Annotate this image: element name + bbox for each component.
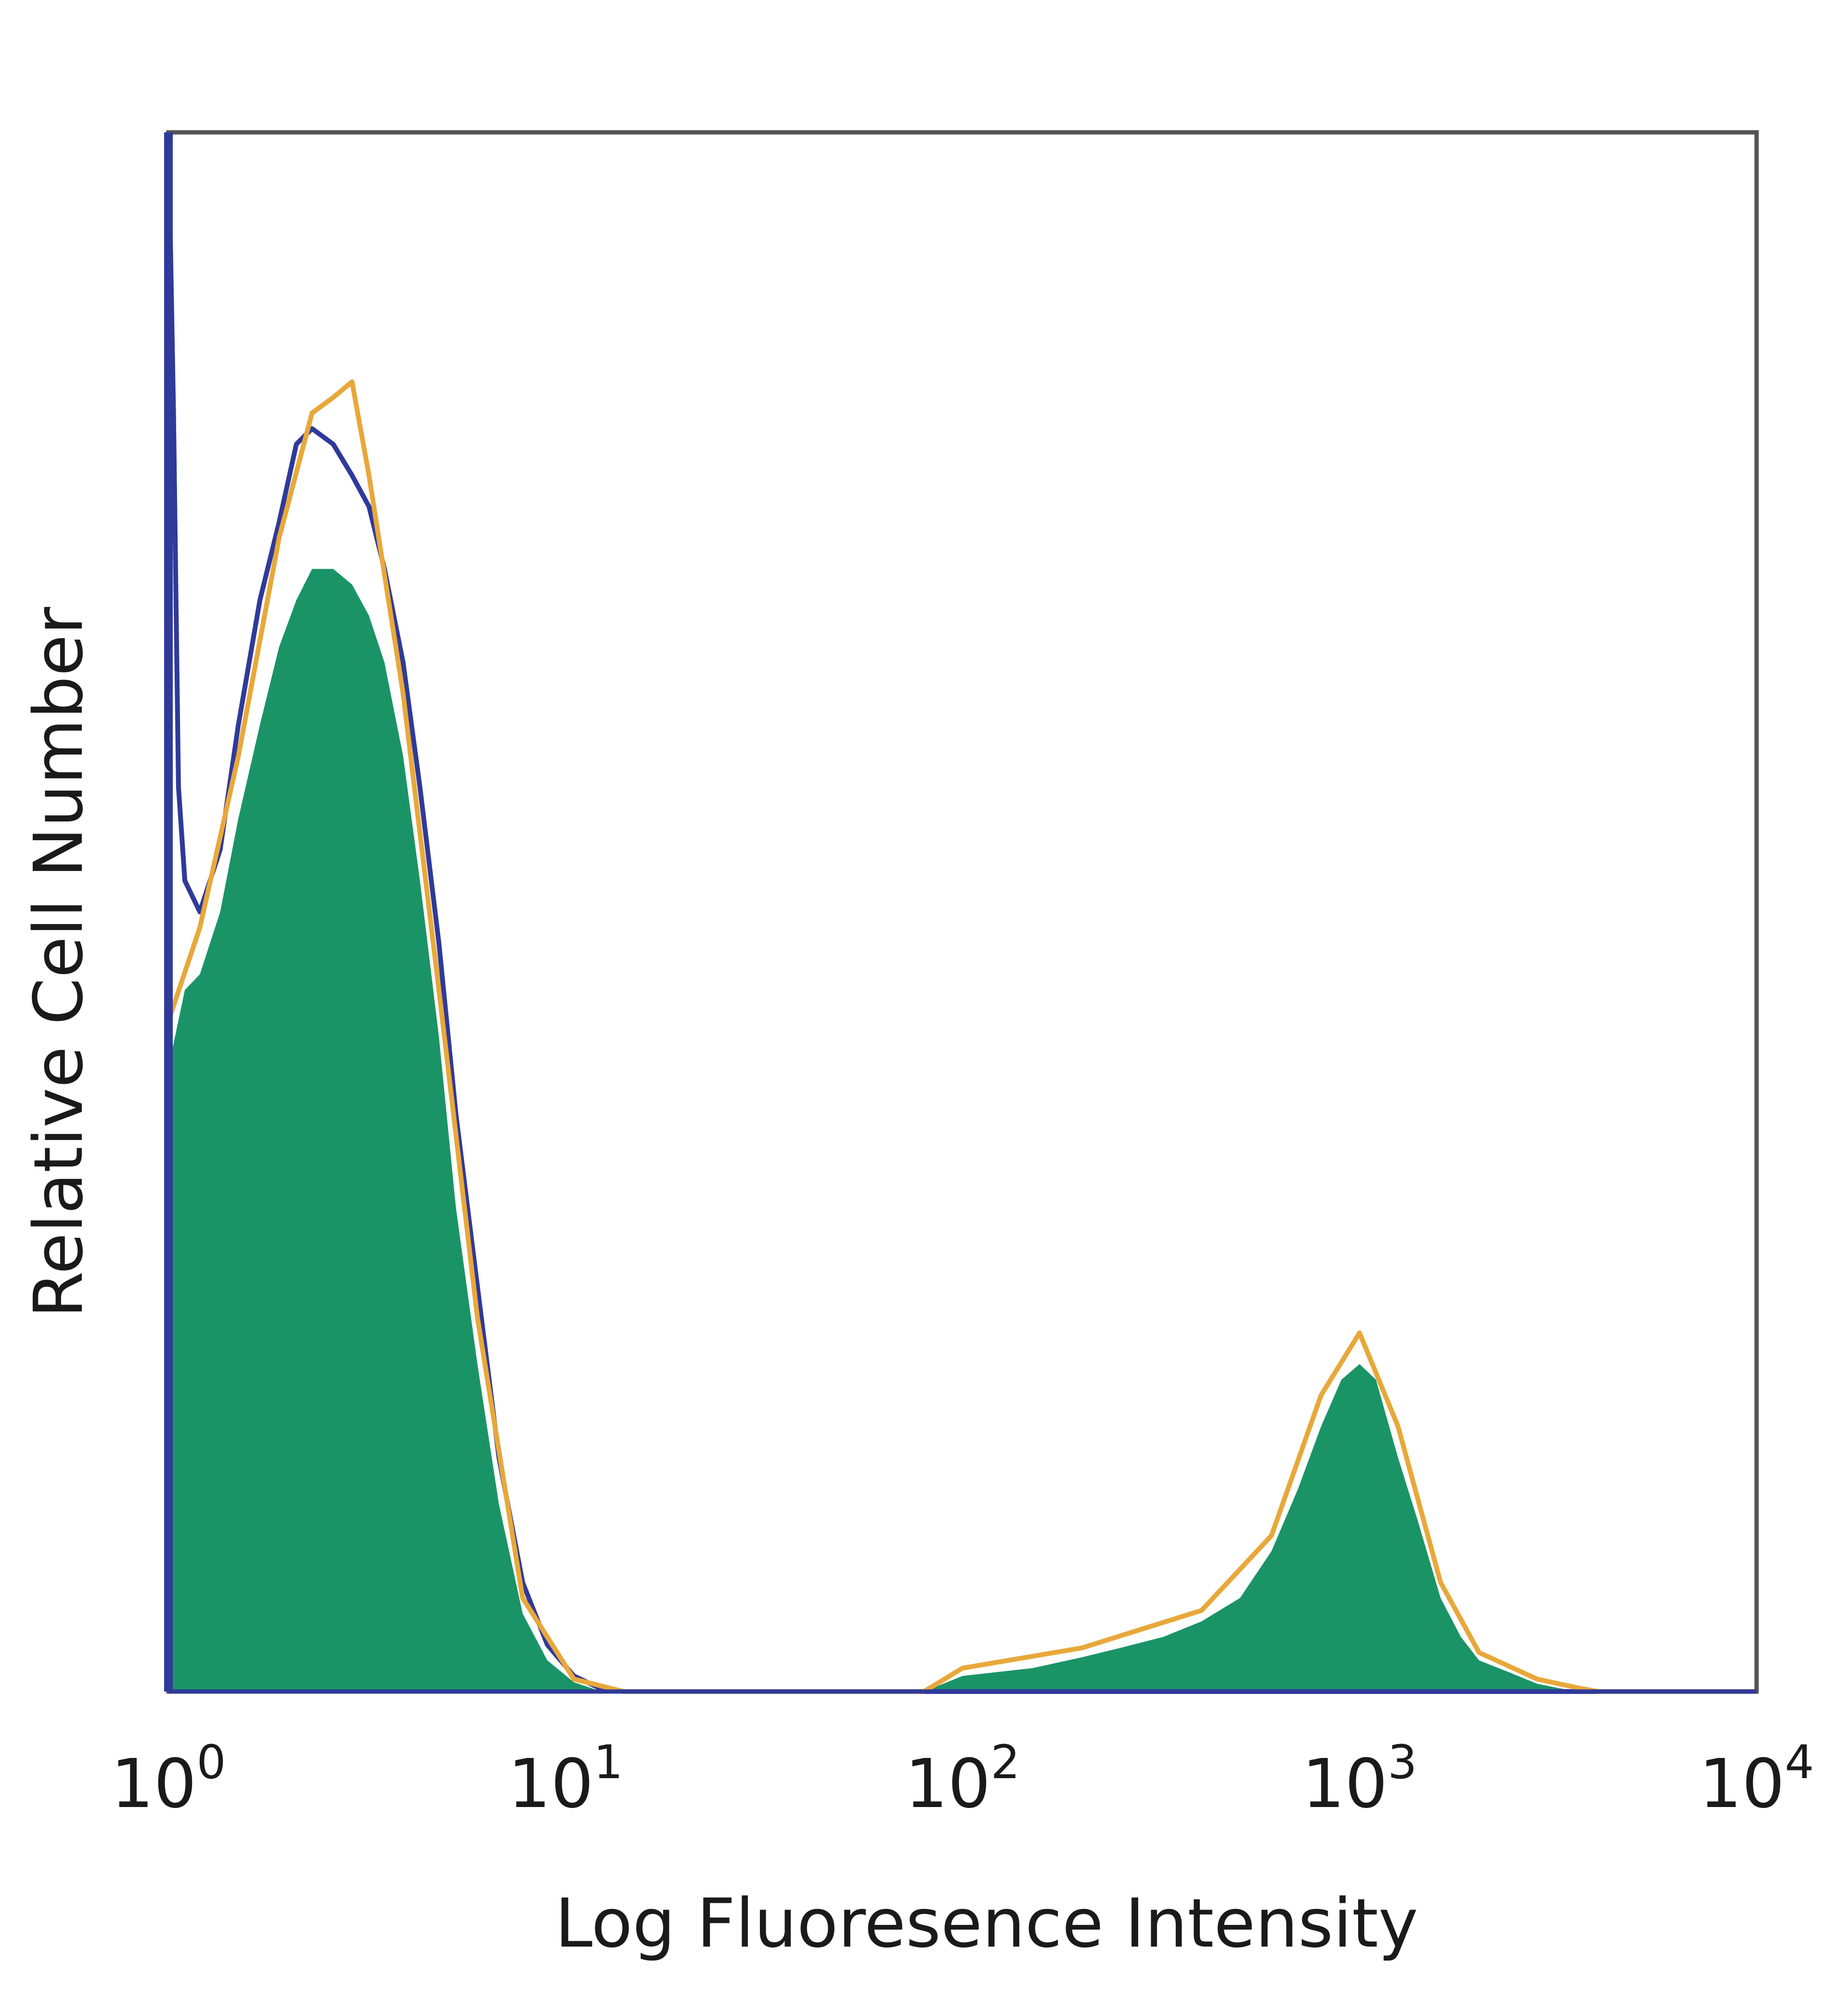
x-tick-exponent: 1 [594, 1735, 623, 1789]
x-tick-base: 10 [508, 1745, 593, 1823]
x-tick-label-1: 101 [508, 1735, 623, 1823]
x-tick-base: 10 [1699, 1745, 1784, 1823]
x-tick-label-0: 100 [111, 1735, 226, 1823]
x-tick-labels: 100 101 102 103 104 [111, 1735, 1814, 1823]
x-tick-exponent: 3 [1388, 1735, 1417, 1789]
x-tick-label-3: 103 [1302, 1735, 1417, 1823]
x-tick-label-2: 102 [905, 1735, 1020, 1823]
x-tick-exponent: 4 [1785, 1735, 1814, 1789]
x-tick-label-4: 104 [1699, 1735, 1814, 1823]
y-axis-title: Relative Cell Number [20, 607, 98, 1318]
x-tick-base: 10 [1302, 1745, 1387, 1823]
series-0-filled-histogram [168, 569, 1757, 1692]
x-axis-title: Log Fluoresence Intensity [555, 1885, 1418, 1963]
x-tick-exponent: 0 [197, 1735, 226, 1789]
x-tick-exponent: 2 [991, 1735, 1020, 1789]
x-tick-base: 10 [905, 1745, 990, 1823]
x-tick-base: 10 [111, 1745, 196, 1823]
